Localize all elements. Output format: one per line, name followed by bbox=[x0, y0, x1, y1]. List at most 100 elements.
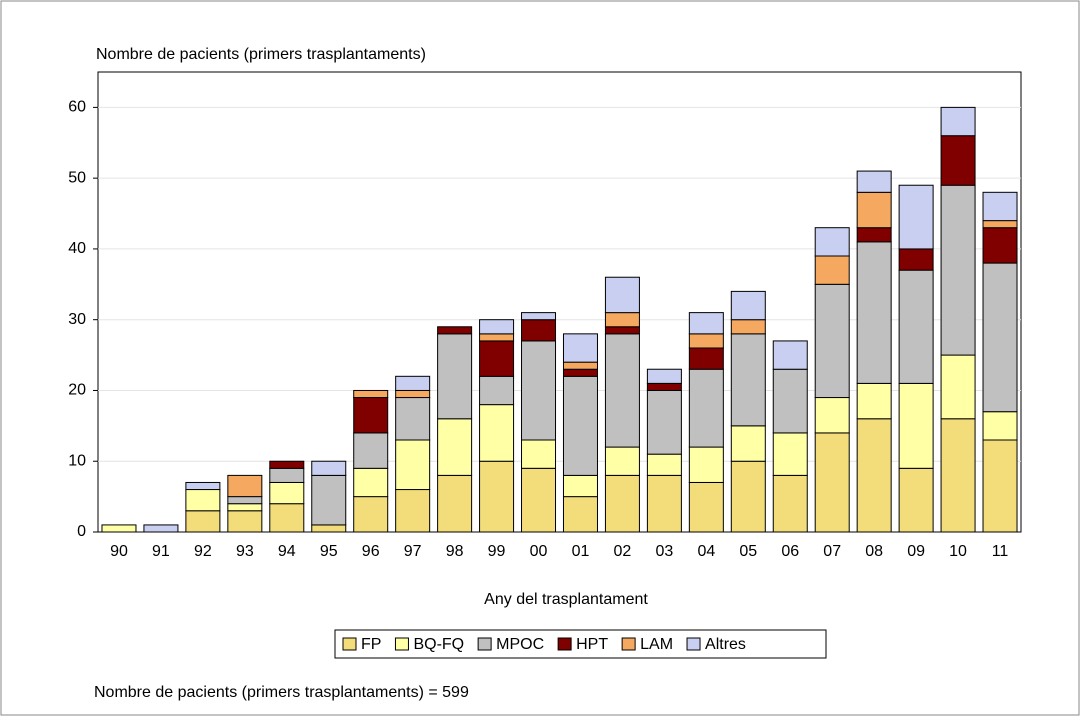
bar-segment bbox=[185, 489, 221, 512]
bar-segment bbox=[982, 439, 1018, 533]
bar-segment bbox=[688, 446, 724, 483]
bar-segment bbox=[730, 460, 766, 533]
y-tick-label: 30 bbox=[68, 311, 86, 328]
x-axis-label: Any del trasplantament bbox=[484, 591, 648, 608]
bar-segment bbox=[604, 333, 640, 448]
x-tick-label: 03 bbox=[655, 543, 673, 560]
x-tick-label: 94 bbox=[278, 543, 296, 560]
bar-segment bbox=[437, 333, 473, 420]
x-tick-label: 10 bbox=[949, 543, 967, 560]
x-tick-label: 04 bbox=[697, 543, 715, 560]
bar-segment bbox=[604, 326, 640, 335]
bar-segment bbox=[814, 255, 850, 285]
x-tick-label: 99 bbox=[488, 543, 506, 560]
x-tick-label: 02 bbox=[614, 543, 632, 560]
bar-segment bbox=[982, 262, 1018, 413]
x-tick-label: 98 bbox=[446, 543, 464, 560]
x-tick-label: 95 bbox=[320, 543, 338, 560]
bar-segment bbox=[646, 453, 682, 476]
bar-segment bbox=[185, 510, 221, 533]
x-tick-label: 91 bbox=[152, 543, 170, 560]
bar-segment bbox=[479, 460, 515, 533]
legend-swatch bbox=[394, 637, 409, 651]
bar-segment bbox=[562, 361, 598, 370]
bar-segment bbox=[772, 474, 808, 533]
legend-box bbox=[334, 629, 827, 659]
note: Nombre de pacients (primers trasplantame… bbox=[94, 684, 469, 701]
legend-label: LAM bbox=[640, 636, 673, 653]
x-tick-label: 90 bbox=[110, 543, 128, 560]
bar-segment bbox=[898, 467, 934, 533]
x-tick-label: 01 bbox=[572, 543, 590, 560]
bar-segment bbox=[940, 106, 976, 137]
bar-segment bbox=[479, 340, 515, 377]
legend-swatch bbox=[686, 637, 701, 651]
y-tick-label: 60 bbox=[68, 99, 86, 116]
bar-segment bbox=[185, 481, 221, 491]
x-tick-label: 97 bbox=[404, 543, 422, 560]
bar-segment bbox=[395, 375, 431, 391]
bar-segment bbox=[269, 481, 305, 505]
bar-segment bbox=[143, 524, 179, 533]
bar-segment bbox=[814, 227, 850, 257]
legend-label: FP bbox=[361, 636, 381, 653]
bar-segment bbox=[898, 269, 934, 384]
bar-segment bbox=[730, 290, 766, 321]
legend-swatch bbox=[477, 637, 492, 651]
legend-swatch bbox=[342, 637, 357, 651]
bar-segment bbox=[395, 389, 431, 399]
bar-segment bbox=[269, 467, 305, 483]
bar-segment bbox=[479, 333, 515, 342]
bar-segment bbox=[646, 389, 682, 455]
x-tick-label: 92 bbox=[194, 543, 212, 560]
bar-segment bbox=[982, 191, 1018, 222]
bar-segment bbox=[940, 184, 976, 356]
x-tick-label: 96 bbox=[362, 543, 380, 560]
legend-label: Altres bbox=[705, 636, 746, 653]
x-tick-label: 93 bbox=[236, 543, 254, 560]
bar-segment bbox=[940, 354, 976, 420]
bar-segment bbox=[646, 382, 682, 391]
bar-segment bbox=[940, 135, 976, 186]
bar-segment bbox=[227, 503, 263, 512]
bar-segment bbox=[982, 220, 1018, 229]
y-tick-label: 50 bbox=[68, 169, 86, 186]
bar-segment bbox=[227, 474, 263, 498]
bar-segment bbox=[101, 524, 137, 533]
bar-segment bbox=[521, 312, 557, 321]
y-tick-label: 40 bbox=[68, 240, 86, 257]
legend-swatch bbox=[621, 637, 636, 651]
bar-segment bbox=[982, 411, 1018, 441]
bar-segment bbox=[856, 170, 892, 193]
bar-segment bbox=[353, 397, 389, 434]
bar-segment bbox=[311, 460, 347, 476]
legend-swatch bbox=[557, 637, 572, 651]
bar-segment bbox=[688, 333, 724, 349]
bar-segment bbox=[940, 418, 976, 533]
bar-segment bbox=[898, 248, 934, 271]
bar-segment bbox=[856, 191, 892, 229]
legend-label: HPT bbox=[576, 636, 608, 653]
bar-segment bbox=[227, 510, 263, 533]
bar-segment bbox=[646, 368, 682, 384]
bar-segment bbox=[353, 432, 389, 469]
bar-segment bbox=[269, 460, 305, 469]
bar-segment bbox=[395, 439, 431, 491]
bar-segment bbox=[353, 496, 389, 533]
bar-segment bbox=[814, 283, 850, 399]
bar-segment bbox=[814, 397, 850, 434]
bar-segment bbox=[688, 368, 724, 448]
bar-segment bbox=[730, 425, 766, 462]
x-tick-label: 09 bbox=[907, 543, 925, 560]
bar-segment bbox=[856, 382, 892, 420]
bar-segment bbox=[856, 241, 892, 384]
bar-segment bbox=[604, 276, 640, 314]
bar-segment bbox=[604, 446, 640, 476]
bar-segment bbox=[856, 418, 892, 533]
bar-segment bbox=[688, 481, 724, 533]
bar-segment bbox=[772, 368, 808, 434]
bar-segment bbox=[646, 474, 682, 533]
bar-segment bbox=[772, 340, 808, 370]
bar-segment bbox=[437, 326, 473, 335]
